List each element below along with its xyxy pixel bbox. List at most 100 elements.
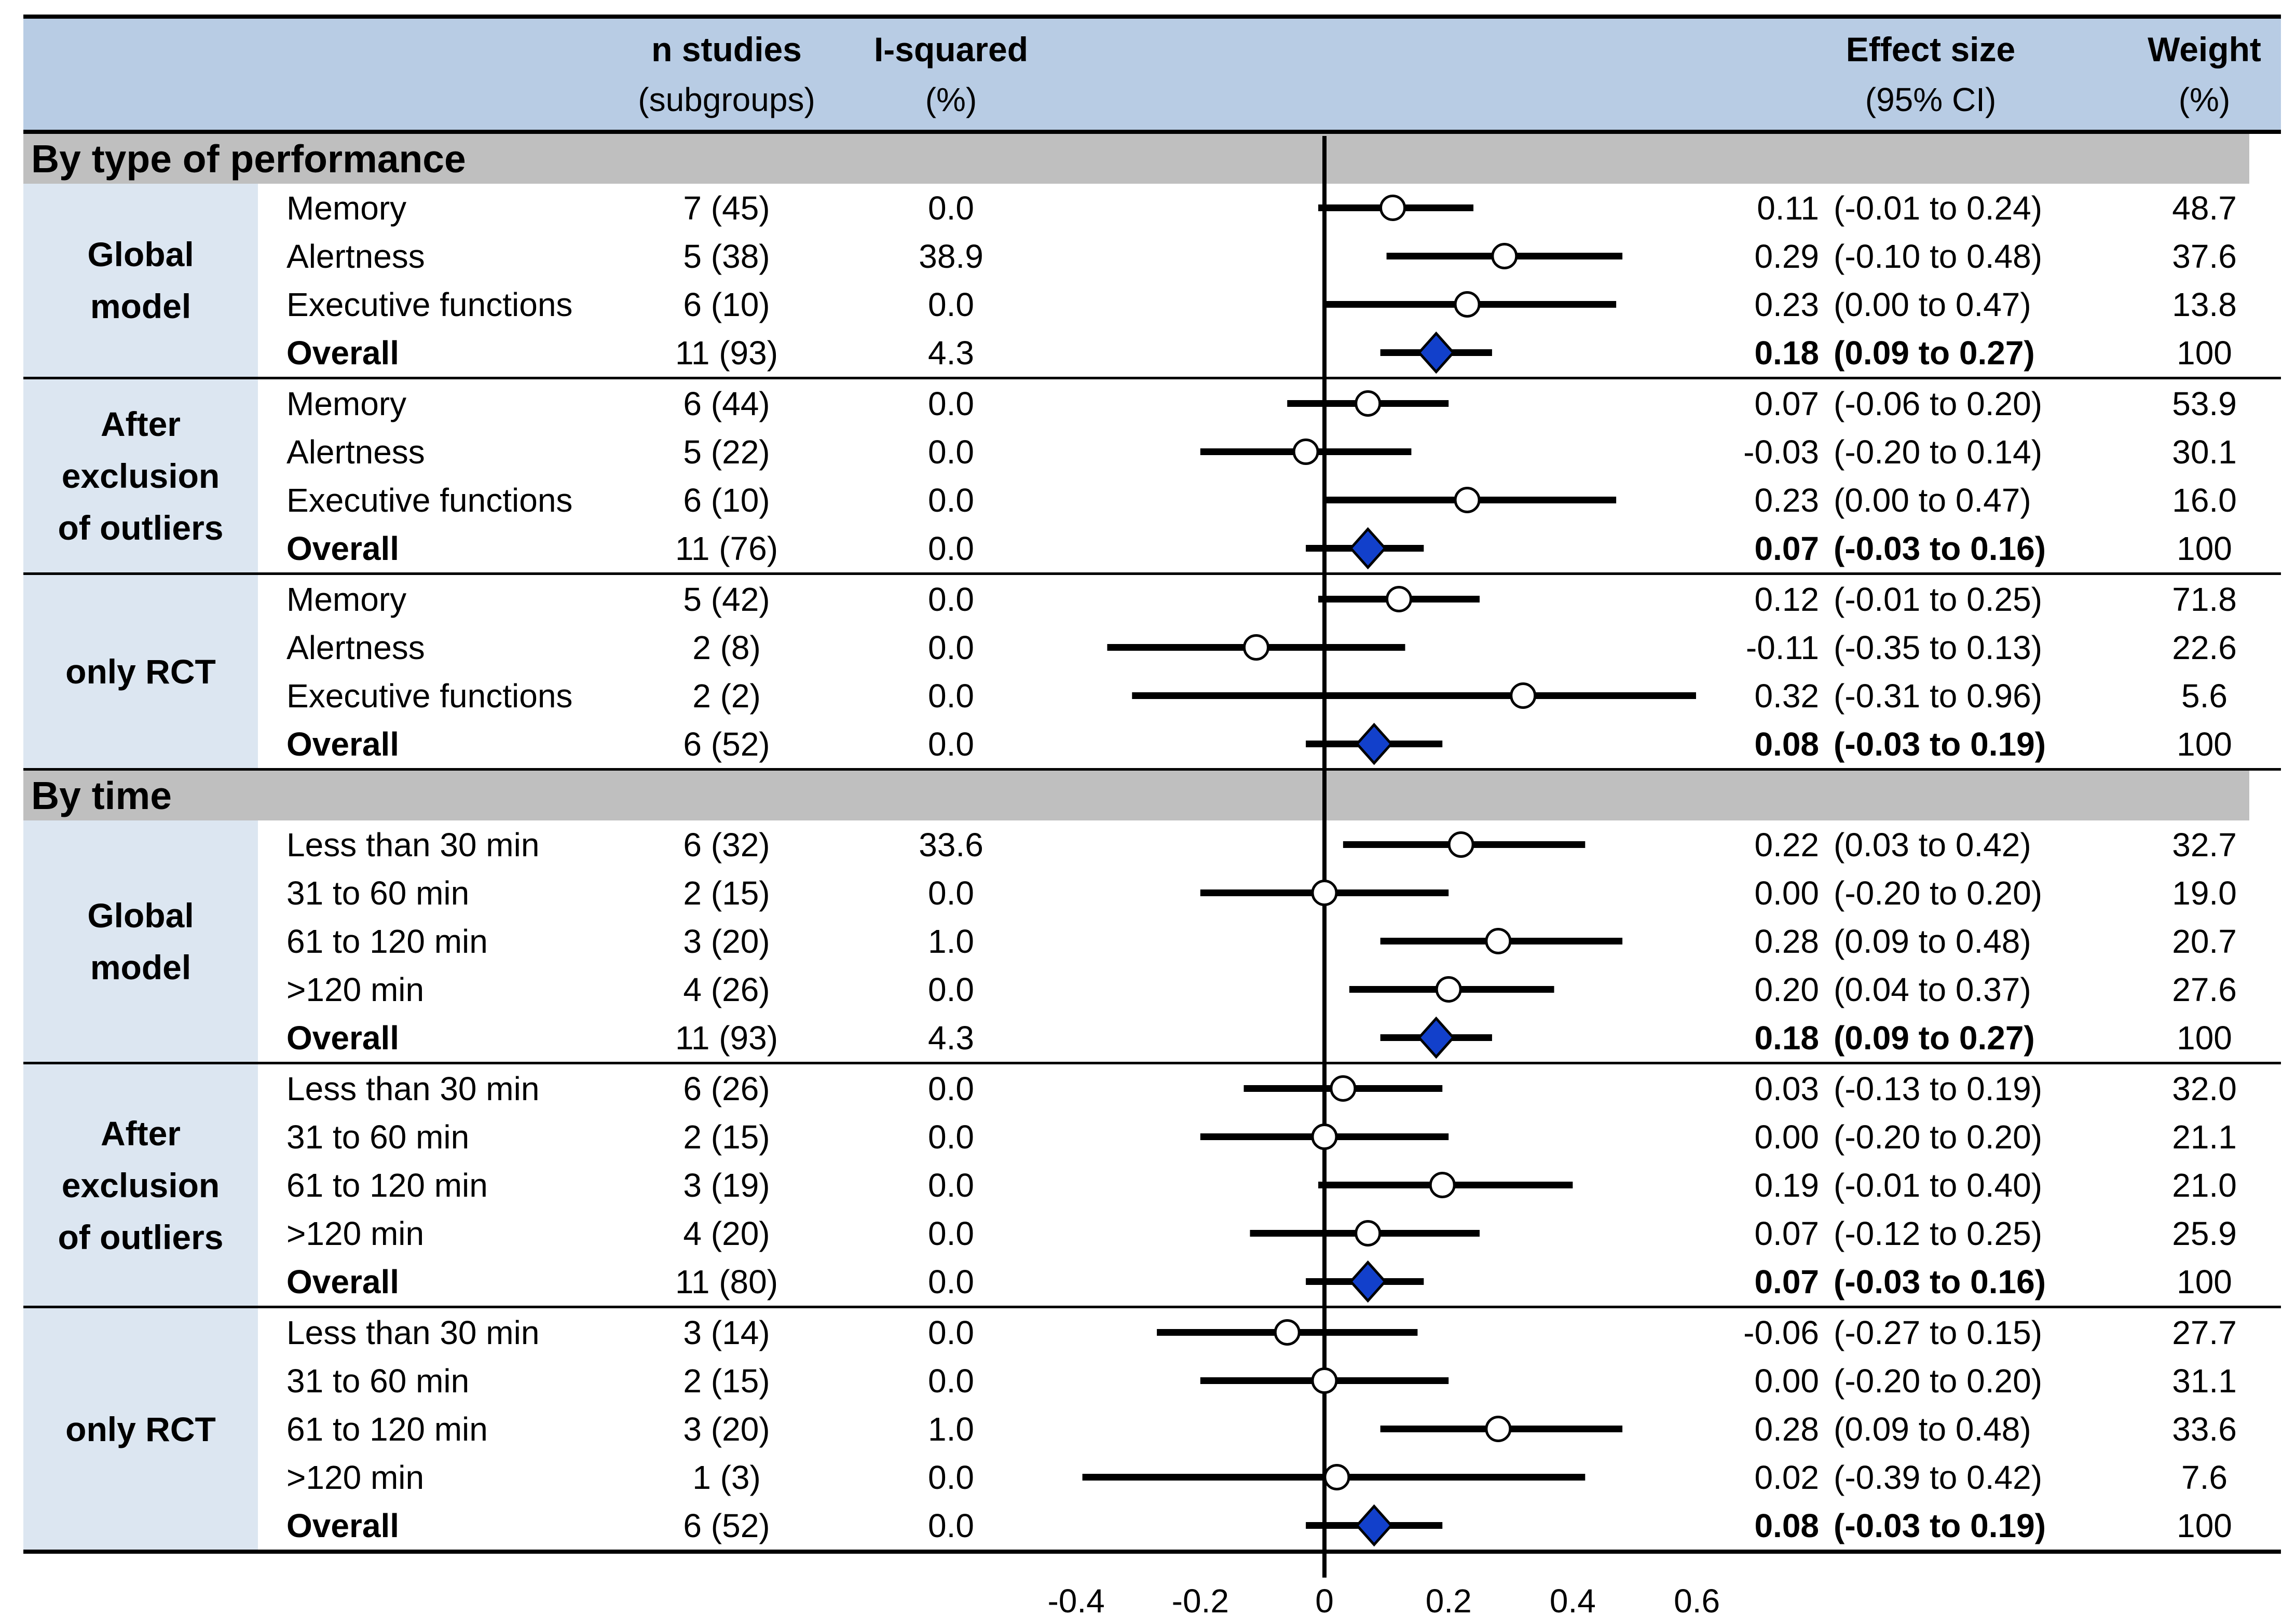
n-studies-value: 2 (2) xyxy=(692,677,761,715)
row-label: 61 to 120 min xyxy=(286,922,488,960)
row-label: Less than 30 min xyxy=(286,826,540,864)
forest-row: Memory 6 (44) 0.0 0.07 (-0.06 to 0.20) 53.9 xyxy=(258,379,2281,428)
row-label: Memory xyxy=(286,385,407,422)
row-label: Executive functions xyxy=(286,285,573,323)
table-bottom-border xyxy=(23,1550,2281,1554)
forest-row: 61 to 120 min 3 (20) 1.0 0.28 (0.09 to 0.48)… xyxy=(258,1405,2281,1453)
effect-size-cell: 0.28 (0.09 to 0.48) xyxy=(1733,922,2128,961)
i-squared-value: 0.0 xyxy=(928,433,974,471)
effect-size-value: 0.20 xyxy=(1754,970,1819,1008)
n-studies-value: 2 (15) xyxy=(683,1118,770,1156)
weight-value: 100 xyxy=(2177,1019,2232,1057)
confidence-interval-text: (-0.03 to 0.19) xyxy=(1834,1507,2046,1544)
row-label: 61 to 120 min xyxy=(286,1410,488,1448)
confidence-interval-text: (-0.06 to 0.20) xyxy=(1834,385,2042,422)
weight-value: 7.6 xyxy=(2181,1458,2227,1496)
forest-row: Less than 30 min 6 (32) 33.6 0.22 (0.03 to 0… xyxy=(258,820,2281,869)
group-label-line: of outliers xyxy=(58,1217,224,1256)
confidence-interval-text: (-0.31 to 0.96) xyxy=(1834,677,2042,715)
effect-size-value: 0.23 xyxy=(1754,285,1819,323)
forest-row: Overall 6 (52) 0.0 0.08 (-0.03 to 0.19) 100 xyxy=(258,1501,2281,1550)
effect-size-cell: -0.11 (-0.35 to 0.13) xyxy=(1733,628,2128,667)
x-axis-tick-label: 0.6 xyxy=(1674,1582,1720,1616)
effect-size-value: -0.03 xyxy=(1743,433,1819,471)
effect-size-value: 0.00 xyxy=(1754,874,1819,912)
n-studies-value: 5 (38) xyxy=(683,237,770,275)
group-label-line: model xyxy=(90,948,192,987)
i-squared-value: 0.0 xyxy=(928,1313,974,1351)
group-label: Global model xyxy=(23,184,258,377)
n-studies-value: 3 (20) xyxy=(683,1410,770,1448)
effect-size-value: 0.32 xyxy=(1754,677,1819,715)
section-band-title: By type of performance xyxy=(23,134,2249,184)
header-weight-line2: (%) xyxy=(2178,80,2231,118)
confidence-interval-text: (-0.20 to 0.14) xyxy=(1834,433,2042,471)
weight-value: 32.0 xyxy=(2172,1070,2237,1107)
forest-row: 31 to 60 min 2 (15) 0.0 0.00 (-0.20 to 0.20)… xyxy=(258,1357,2281,1405)
effect-size-cell: 0.18 (0.09 to 0.27) xyxy=(1733,334,2128,372)
weight-value: 27.6 xyxy=(2172,970,2237,1008)
i-squared-value: 1.0 xyxy=(928,1410,974,1448)
effect-size-cell: 0.20 (0.04 to 0.37) xyxy=(1733,970,2128,1009)
row-label: 31 to 60 min xyxy=(286,1118,470,1156)
forest-row: Memory 5 (42) 0.0 0.12 (-0.01 to 0.25) 71.8 xyxy=(258,575,2281,623)
confidence-interval-text: (-0.03 to 0.16) xyxy=(1834,529,2046,567)
confidence-interval-text: (-0.03 to 0.16) xyxy=(1834,1263,2046,1300)
weight-value: 100 xyxy=(2177,334,2232,372)
confidence-interval-text: (-0.20 to 0.20) xyxy=(1834,1118,2042,1156)
effect-size-value: -0.11 xyxy=(1745,628,1819,666)
confidence-interval-text: (0.00 to 0.47) xyxy=(1834,285,2031,323)
header-effect-size-line2: (95% CI) xyxy=(1865,80,1997,118)
effect-size-value: -0.06 xyxy=(1743,1313,1819,1351)
confidence-interval-text: (0.09 to 0.48) xyxy=(1834,1410,2031,1448)
forest-row: Overall 11 (80) 0.0 0.07 (-0.03 to 0.16) 100 xyxy=(258,1257,2281,1306)
confidence-interval-text: (-0.35 to 0.13) xyxy=(1834,628,2042,666)
group-label-line: only RCT xyxy=(65,652,216,691)
i-squared-value: 0.0 xyxy=(928,970,974,1008)
row-label: Executive functions xyxy=(286,481,573,519)
group-rows: Memory 6 (44) 0.0 0.07 (-0.06 to 0.20) 53.9 Al… xyxy=(258,379,2281,572)
row-label: 31 to 60 min xyxy=(286,874,470,912)
weight-value: 20.7 xyxy=(2172,922,2237,960)
row-label: Overall xyxy=(286,725,400,763)
effect-size-cell: 0.00 (-0.20 to 0.20) xyxy=(1733,1118,2128,1156)
i-squared-value: 0.0 xyxy=(928,580,974,618)
confidence-interval-text: (-0.13 to 0.19) xyxy=(1834,1070,2042,1107)
effect-size-value: 0.28 xyxy=(1754,922,1819,960)
n-studies-value: 6 (52) xyxy=(683,1507,770,1544)
forest-row: >120 min 4 (20) 0.0 0.07 (-0.12 to 0.25) 25.9 xyxy=(258,1209,2281,1257)
weight-value: 22.6 xyxy=(2172,628,2237,666)
effect-size-value: 0.11 xyxy=(1757,189,1819,227)
n-studies-value: 3 (19) xyxy=(683,1166,770,1204)
group-rows: Memory 5 (42) 0.0 0.12 (-0.01 to 0.25) 71.8 Al… xyxy=(258,575,2281,768)
forest-table: n studies (subgroups) I-squared (%) Effe… xyxy=(23,15,2281,1554)
forest-row: Less than 30 min 6 (26) 0.0 0.03 (-0.13 to 0… xyxy=(258,1064,2281,1113)
weight-value: 21.0 xyxy=(2172,1166,2237,1204)
effect-size-cell: 0.18 (0.09 to 0.27) xyxy=(1733,1019,2128,1057)
n-studies-value: 5 (22) xyxy=(683,433,770,471)
weight-value: 13.8 xyxy=(2172,285,2237,323)
group-separator-line xyxy=(23,377,2281,379)
confidence-interval-text: (0.00 to 0.47) xyxy=(1834,481,2031,519)
forest-row: Less than 30 min 3 (14) 0.0 -0.06 (-0.27 to … xyxy=(258,1308,2281,1357)
n-studies-value: 4 (20) xyxy=(683,1214,770,1252)
i-squared-value: 0.0 xyxy=(928,628,974,666)
n-studies-value: 11 (80) xyxy=(675,1263,778,1300)
i-squared-value: 0.0 xyxy=(928,1507,974,1544)
group-label-line: Global xyxy=(87,235,194,273)
effect-size-cell: 0.00 (-0.20 to 0.20) xyxy=(1733,874,2128,912)
effect-size-cell: 0.28 (0.09 to 0.48) xyxy=(1733,1410,2128,1448)
effect-size-value: 0.29 xyxy=(1754,237,1819,275)
row-label: Overall xyxy=(286,1507,400,1544)
x-axis-tick-label: -0.2 xyxy=(1171,1582,1229,1616)
section-band-title: By time xyxy=(23,771,2249,820)
row-label: Less than 30 min xyxy=(286,1070,540,1107)
group-rows: Memory 7 (45) 0.0 0.11 (-0.01 to 0.24) 48.7 Al… xyxy=(258,184,2281,377)
group-label-line: After xyxy=(100,1114,181,1153)
row-label: Memory xyxy=(286,189,407,227)
i-squared-value: 0.0 xyxy=(928,1458,974,1496)
header-weight: Weight (%) xyxy=(2128,19,2281,130)
row-label: Overall xyxy=(286,529,400,567)
i-squared-value: 0.0 xyxy=(928,1166,974,1204)
weight-value: 100 xyxy=(2177,529,2232,567)
